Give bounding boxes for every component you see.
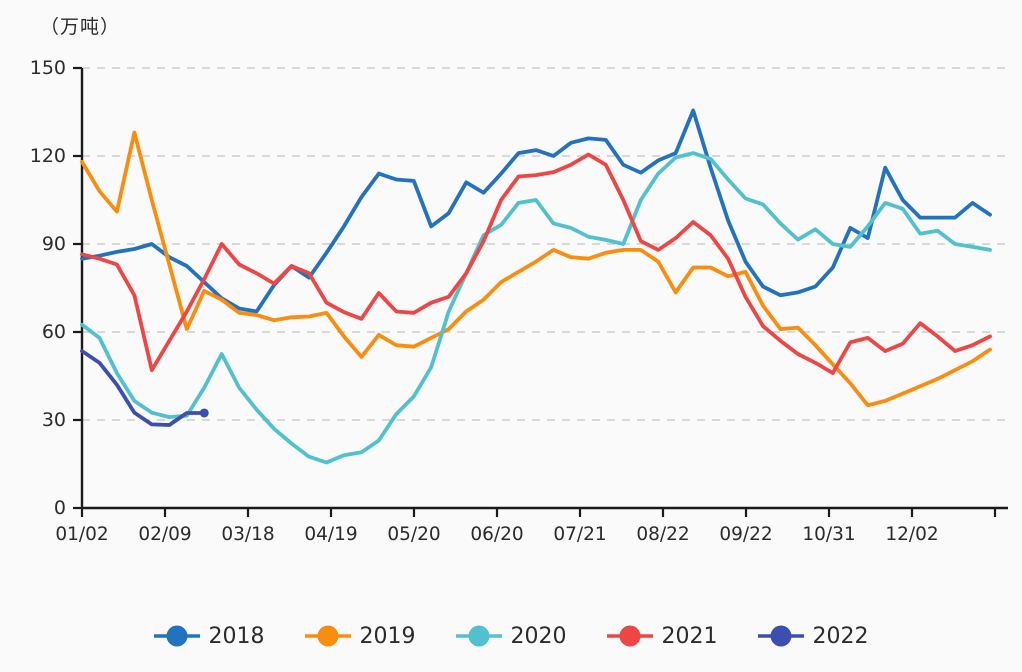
series-line-2022 <box>80 349 207 427</box>
x-tick-label-06-20: 06/20 <box>470 524 523 545</box>
legend-item-2021[interactable]: 2021 <box>606 623 718 649</box>
legend-item-2020[interactable]: 2020 <box>455 623 567 649</box>
x-tick-label-01-02: 01/02 <box>55 524 108 545</box>
x-tick-label-09-22: 09/22 <box>719 524 772 545</box>
series-line-2020 <box>80 151 992 465</box>
y-tick-label-90: 90 <box>42 233 66 255</box>
series-end-dot-2022 <box>199 408 209 418</box>
legend-marker-icon <box>757 625 804 647</box>
chart-legend: 2018 2019 2020 2021 2022 <box>0 616 1022 656</box>
legend-label-2019: 2019 <box>359 623 416 649</box>
x-tick-label-04-19: 04/19 <box>304 524 357 545</box>
legend-label-2021: 2021 <box>661 623 718 649</box>
y-tick-label-30: 30 <box>42 409 66 431</box>
legend-label-2020: 2020 <box>510 623 567 649</box>
legend-label-2022: 2022 <box>812 623 869 649</box>
legend-label-2018: 2018 <box>208 623 265 649</box>
x-tick-label-05-20: 05/20 <box>387 524 440 545</box>
legend-marker-icon <box>606 625 653 647</box>
series-line-2021 <box>80 152 992 376</box>
legend-marker-icon <box>153 625 200 647</box>
x-tick-label-03-18: 03/18 <box>221 524 274 545</box>
x-tick-label-02-09: 02/09 <box>138 524 191 545</box>
series-line-2019 <box>80 130 992 408</box>
y-tick-label-150: 150 <box>30 57 66 79</box>
x-tick-label-12-02: 12/02 <box>885 524 938 545</box>
x-tick-label-07-21: 07/21 <box>553 524 606 545</box>
x-tick-label-08-22: 08/22 <box>636 524 689 545</box>
x-tick-label-10-31: 10/31 <box>802 524 855 545</box>
series-line-2018 <box>80 108 992 314</box>
y-axis-unit-label: （万吨） <box>40 16 121 38</box>
y-tick-label-120: 120 <box>30 145 66 167</box>
legend-marker-icon <box>455 625 502 647</box>
y-tick-label-0: 0 <box>54 497 66 519</box>
legend-item-2019[interactable]: 2019 <box>304 623 416 649</box>
y-tick-label-60: 60 <box>42 321 66 343</box>
legend-item-2022[interactable]: 2022 <box>757 623 869 649</box>
legend-marker-icon <box>304 625 351 647</box>
legend-item-2018[interactable]: 2018 <box>153 623 265 649</box>
